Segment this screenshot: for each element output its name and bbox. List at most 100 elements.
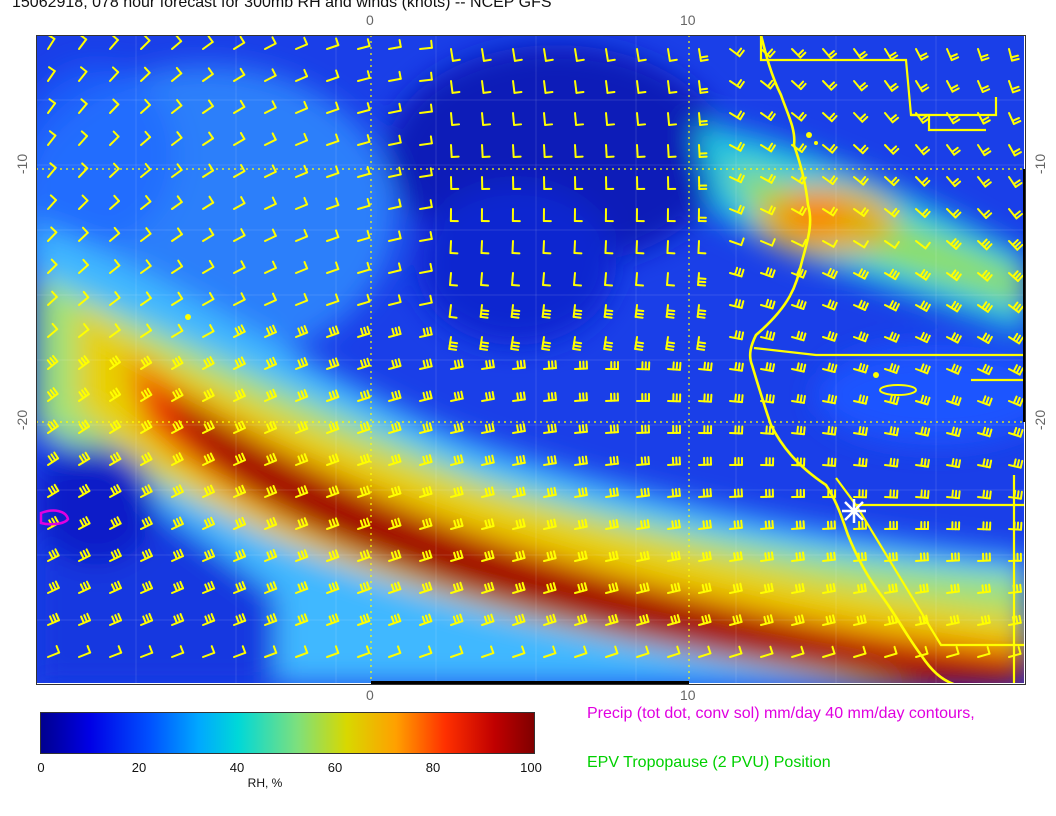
- wind-barb-feather: [362, 614, 368, 624]
- wind-barb-feather: [677, 582, 681, 592]
- wind-barb-feather: [460, 358, 464, 368]
- wind-barb: [574, 48, 578, 62]
- wind-barb: [109, 328, 121, 338]
- wind-barb-feather: [145, 582, 150, 591]
- wind-barb-feather: [425, 454, 430, 464]
- wind-barb-feather: [697, 312, 706, 316]
- wind-barb-feather: [919, 83, 928, 90]
- wind-barb-feather: [239, 99, 246, 108]
- wind-barb-feather: [1019, 429, 1024, 438]
- wind-barb-feather: [736, 204, 742, 214]
- wind-barb-feather: [303, 613, 309, 622]
- wind-barb-feather: [833, 426, 837, 436]
- wind-barb-feather: [827, 425, 831, 435]
- wind-barb: [140, 71, 151, 82]
- wind-barb-feather: [833, 301, 838, 311]
- wind-barb-feather: [397, 262, 402, 272]
- wind-barb-feather: [359, 487, 365, 497]
- wind-barb-feather: [113, 517, 119, 527]
- wind-barb-feather: [47, 455, 54, 464]
- wind-barb-feather: [802, 551, 805, 561]
- wind-barb: [574, 652, 588, 658]
- wind-barb-feather: [480, 341, 490, 345]
- wind-barb-feather: [707, 614, 712, 623]
- wind-barb-feather: [177, 355, 184, 364]
- wind-barb: [667, 48, 671, 62]
- wind-barb-feather: [335, 165, 340, 175]
- wind-barb-feather: [238, 454, 243, 463]
- wind-barb-feather: [112, 453, 119, 462]
- wind-barb-feather: [858, 457, 861, 467]
- wind-barb-feather: [297, 615, 302, 625]
- wind-barb-feather: [115, 387, 122, 396]
- wind-barb-feather: [739, 143, 745, 152]
- wind-barb: [202, 105, 214, 114]
- wind-barb-feather: [895, 396, 900, 406]
- wind-barb: [233, 651, 247, 658]
- wind-barb-feather: [829, 206, 836, 215]
- wind-barb-feather: [739, 582, 743, 592]
- wind-barb-feather: [487, 550, 492, 560]
- wind-barb-feather: [980, 616, 985, 625]
- wind-barb-feather: [797, 49, 805, 57]
- wind-barb: [915, 80, 924, 93]
- wind-barb-feather: [210, 613, 216, 622]
- wind-barb: [202, 265, 215, 274]
- wind-barb-feather: [862, 209, 869, 217]
- wind-barb-feather: [521, 581, 526, 591]
- wind-barb-feather: [699, 123, 709, 126]
- wind-barb: [667, 652, 681, 658]
- wind-barb-feather: [175, 485, 181, 495]
- wind-barb-feather: [889, 426, 893, 436]
- wind-barb-feather: [80, 98, 88, 105]
- wind-barb-feather: [580, 551, 585, 561]
- wind-barb-feather: [81, 453, 88, 462]
- wind-barb-feather: [949, 616, 954, 625]
- wind-barb-feather: [208, 131, 214, 140]
- wind-barb-feather: [366, 102, 371, 111]
- wind-barb-feather: [665, 315, 675, 319]
- wind-barb-feather: [584, 518, 588, 528]
- wind-barb-feather: [359, 391, 365, 401]
- wind-barb: [449, 240, 452, 254]
- wind-barb-feather: [300, 614, 306, 624]
- wind-barb-feather: [335, 197, 340, 207]
- wind-barb-feather: [643, 519, 647, 529]
- wind-barb-feather: [429, 167, 433, 177]
- wind-barb-feather: [114, 614, 119, 623]
- tropopause-marker: [842, 499, 866, 523]
- wind-barb-feather: [957, 459, 962, 469]
- wind-barb-feather: [953, 364, 959, 374]
- wind-barb-feather: [606, 123, 616, 126]
- wind-barb: [884, 80, 893, 92]
- wind-barb-feather: [113, 194, 120, 203]
- wind-barb: [915, 144, 925, 156]
- wind-barb: [140, 651, 154, 658]
- wind-barb-feather: [84, 451, 91, 460]
- wind-barb: [542, 272, 545, 286]
- wind-barb-feather: [175, 389, 181, 398]
- wind-barb-feather: [490, 518, 495, 528]
- wind-barb-feather: [674, 488, 678, 498]
- wind-barb-feather: [634, 347, 644, 351]
- wind-barb-feather: [957, 366, 962, 375]
- wind-barb-feather: [740, 362, 744, 372]
- wind-barb-feather: [670, 615, 675, 625]
- wind-barb-feather: [328, 455, 333, 465]
- wind-barb-feather: [864, 427, 868, 436]
- wind-barb-feather: [919, 363, 925, 372]
- wind-barb-feather: [303, 164, 309, 174]
- wind-barb-feather: [736, 141, 742, 151]
- wind-barb-feather: [331, 582, 337, 592]
- wind-barb-feather: [272, 388, 278, 398]
- wind-barb-feather: [707, 645, 712, 655]
- wind-barb-feather: [604, 309, 614, 313]
- wind-barb: [635, 240, 638, 254]
- wind-barb-feather: [922, 302, 928, 311]
- wind-barb-feather: [209, 452, 215, 461]
- wind-barb-feather: [269, 326, 274, 335]
- wind-barb: [326, 108, 340, 114]
- wind-barb-feather: [396, 645, 402, 654]
- wind-barb-feather: [81, 226, 89, 234]
- wind-barb: [419, 142, 433, 146]
